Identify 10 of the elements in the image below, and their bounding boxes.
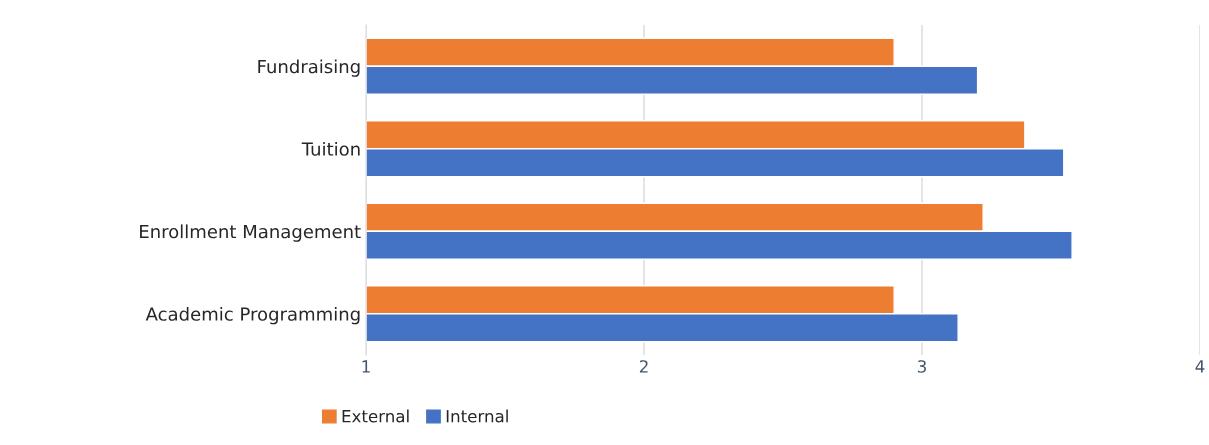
y-tick-label: Academic Programming [145,306,360,325]
x-tick-label: 1 [362,360,370,373]
y-tick-label: Tuition [301,141,360,156]
legend-label: External [342,409,409,423]
y-tick-label: Fundraising [258,59,360,77]
legend-label: Internal [446,409,508,423]
x-tick-label: 4 [1195,360,1205,373]
x-tick-label: 2 [639,360,648,373]
x-tick-label: 3 [917,360,926,373]
y-tick-label: Enrollment Management [140,224,361,242]
